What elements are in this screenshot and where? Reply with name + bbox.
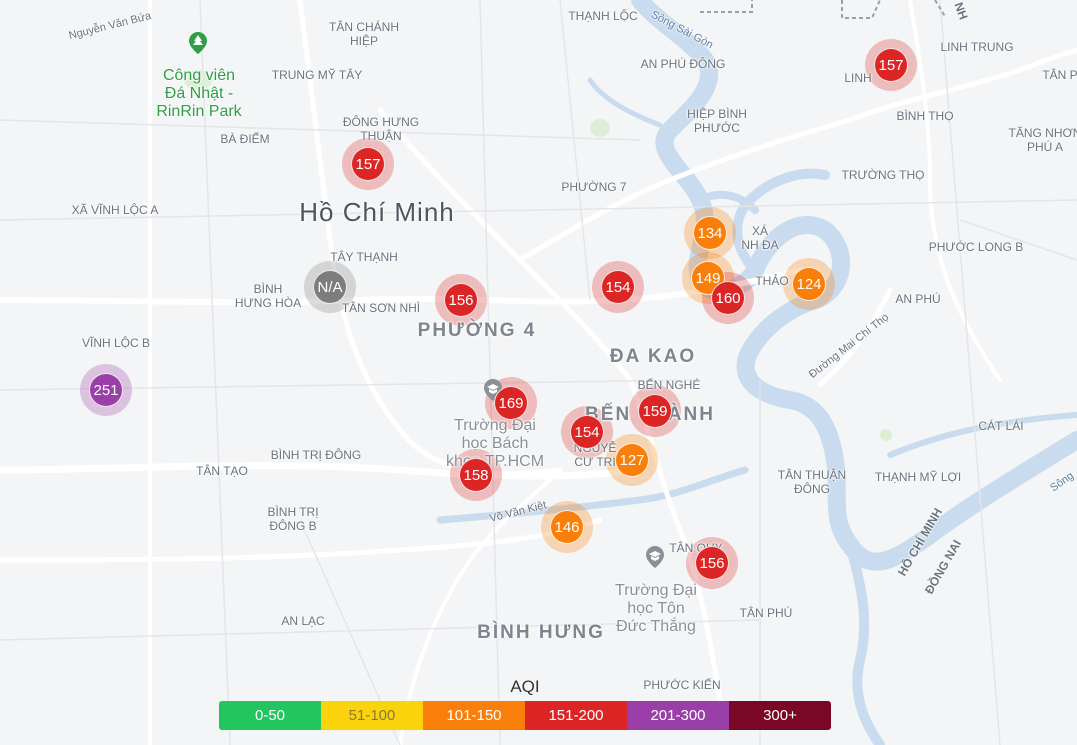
aqi-station-marker[interactable]: 154	[570, 415, 604, 449]
area-label-tan-son-nhi: TÂN SƠN NHÌ	[341, 301, 421, 315]
province-border	[700, 0, 947, 19]
river-network	[436, 0, 1077, 745]
aqi-value: 251	[93, 381, 119, 399]
aqi-value: 154	[574, 423, 600, 441]
area-label-hiep-binh-phuoc: HIỆP BÌNH PHƯỚC	[687, 107, 747, 135]
aqi-station-marker[interactable]: 160	[711, 281, 745, 315]
area-label-tan-thuan-dong: TÂN THUẬN ĐÔNG	[777, 468, 847, 496]
school-icon[interactable]	[646, 546, 664, 573]
aqi-value: 134	[697, 224, 723, 242]
aqi-value: 160	[715, 289, 741, 307]
area-label-thao: THẢO	[755, 274, 789, 288]
aqi-station-marker[interactable]: 127	[615, 443, 649, 477]
aqi-value: 146	[554, 518, 580, 536]
area-label-phuong-4: PHƯỜNG 4	[417, 320, 537, 341]
area-label-phuong-7: PHƯỜNG 7	[561, 180, 627, 194]
area-label-an-phu-dong: AN PHÚ ĐÔNG	[640, 57, 726, 71]
area-label-tan-right-top: TÂN P	[1042, 68, 1077, 82]
area-label-binh-hung-hoa: BÌNH HƯNG HÒA	[234, 282, 302, 310]
poi-label-ton-duc-thang[interactable]: Trường Đại học Tôn Đức Thắng	[615, 582, 697, 635]
aqi-station-marker[interactable]: N/A	[313, 270, 347, 304]
poi-label-park-rinrin[interactable]: Công viên Đá Nhật - RinRin Park	[156, 67, 242, 120]
legend-segment-hazardous[interactable]: 300+	[729, 701, 831, 730]
area-label-thanh-loc: THẠNH LỘC	[568, 9, 638, 23]
area-label-da-kao: ĐA KAO	[609, 346, 697, 367]
legend-segment-usg[interactable]: 101-150	[423, 701, 525, 730]
area-label-an-phu: AN PHÚ	[895, 292, 941, 306]
aqi-station-marker[interactable]: 169	[494, 386, 528, 420]
aqi-station-marker[interactable]: 156	[444, 283, 478, 317]
aqi-station-marker[interactable]: 159	[638, 394, 672, 428]
area-label-thu-xa-thanh-da: XÁ NH ĐA	[741, 224, 779, 252]
area-label-tang-nhon-phu-a: TĂNG NHƠN PHÚ A	[1008, 126, 1077, 154]
area-label-binh-tri-dong: BÌNH TRỊ ĐÔNG	[270, 448, 362, 462]
legend-title: AQI	[510, 677, 540, 696]
aqi-value: 157	[355, 155, 381, 173]
aqi-value: 159	[642, 402, 668, 420]
legend-bar: 0-50 51-100 101-150 151-200 201-300 300+	[219, 701, 831, 730]
area-label-tan-phu: TÂN PHÚ	[739, 606, 793, 620]
area-label-trung-my-tay: TRUNG MỸ TÂY	[271, 68, 363, 82]
aqi-value: 157	[878, 56, 904, 74]
aqi-value: 169	[498, 394, 524, 412]
aqi-station-marker[interactable]: 124	[792, 267, 826, 301]
aqi-value: 154	[605, 278, 631, 296]
aqi-value: 156	[448, 291, 474, 309]
aqi-legend: AQI 0-50 51-100 101-150 151-200 201-300 300+	[219, 677, 831, 731]
legend-segment-moderate[interactable]: 51-100	[321, 701, 423, 730]
legend-segment-unhealthy[interactable]: 151-200	[525, 701, 627, 730]
area-label-phuoc-kien: PHƯỚC KIỂN	[643, 678, 721, 692]
area-label-thanh-my-loi: THẠNH MỸ LỢI	[874, 470, 962, 484]
area-label-binh-tho: BÌNH THỌ	[896, 109, 954, 123]
area-label-truong-tho: TRƯỜNG THỌ	[841, 168, 925, 182]
area-label-tan-chanh-hiep: TÂN CHÁNH HIỆP	[328, 20, 400, 48]
area-label-ben-nghe: BẾN NGHÉ	[637, 378, 701, 392]
area-label-linh-trung: LINH TRUNG	[940, 40, 1014, 54]
aqi-station-marker[interactable]: 157	[874, 48, 908, 82]
aqi-value: 127	[619, 451, 645, 469]
area-label-linh-partial: LINH	[844, 71, 872, 85]
legend-segment-very-unhealthy[interactable]: 201-300	[627, 701, 729, 730]
aqi-station-marker[interactable]: 146	[550, 510, 584, 544]
aqi-station-marker[interactable]: 251	[89, 373, 123, 407]
area-label-phuoc-long-b: PHƯỚC LONG B	[928, 240, 1024, 254]
aqi-station-marker[interactable]: 157	[351, 147, 385, 181]
park-icon[interactable]	[189, 32, 207, 59]
area-label-ba-diem: BÀ ĐIỂM	[220, 132, 270, 146]
aqi-station-marker[interactable]: 154	[601, 270, 635, 304]
aqi-value: 124	[796, 275, 822, 293]
area-label-tay-thanh: TÂY THẠNH	[330, 250, 398, 264]
city-label: Hồ Chí Minh	[299, 197, 455, 227]
area-label-cat-lai: CÁT LÁI	[978, 419, 1024, 433]
aqi-station-marker[interactable]: 158	[459, 458, 493, 492]
poi-label-bach-khoa[interactable]: Trường Đại học Bách khoa TP.HCM	[445, 417, 545, 470]
area-label-dong-hung-thuan: ĐÔNG HƯNG THUẬN	[342, 115, 420, 143]
aqi-station-marker[interactable]: 134	[693, 216, 727, 250]
aqi-value: 156	[699, 554, 725, 572]
legend-segment-good[interactable]: 0-50	[219, 701, 321, 730]
aqi-value: 158	[463, 466, 489, 484]
park-areas	[184, 70, 892, 441]
area-label-an-lac: AN LẠC	[281, 614, 325, 628]
area-label-binh-tri-dong-b: BÌNH TRỊ ĐÔNG B	[267, 505, 319, 533]
area-label-xa-vinh-loc-a: XÃ VĨNH LỘC A	[71, 203, 159, 217]
area-label-binh-hung: BÌNH HƯNG	[477, 622, 605, 643]
area-label-tan-tao: TÂN TẠO	[196, 464, 248, 478]
area-label-vinh-loc-b: VĨNH LỘC B	[81, 336, 151, 350]
aqi-value: N/A	[317, 278, 343, 296]
aqi-station-marker[interactable]: 156	[695, 546, 729, 580]
